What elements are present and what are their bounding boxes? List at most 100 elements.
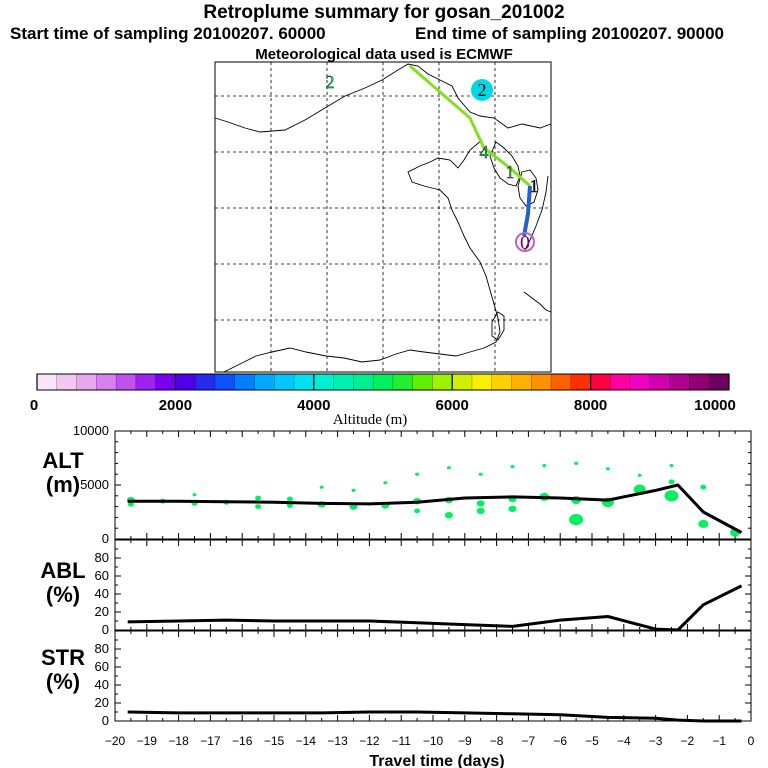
x-tick-label: −17 xyxy=(200,734,221,748)
colorbar-swatch xyxy=(155,374,176,390)
scatter-point xyxy=(478,472,483,476)
x-tick-label: −15 xyxy=(264,734,285,748)
map-gridlines xyxy=(215,62,551,372)
scatter-point xyxy=(508,505,517,512)
met-data-line: Meteorological data used is ECMWF xyxy=(255,46,513,63)
scatter-point xyxy=(476,500,485,507)
x-tick-label: −16 xyxy=(232,734,253,748)
colorbar-swatch xyxy=(412,374,433,390)
map-marker-label: 2 xyxy=(478,80,487,100)
y-tick-label: 10000 xyxy=(73,423,109,438)
y-tick-label: 0 xyxy=(102,713,109,728)
colorbar-swatch xyxy=(214,374,236,390)
colorbar-swatch xyxy=(610,374,631,390)
x-tick-label: −4 xyxy=(617,734,631,748)
colorbar-swatch xyxy=(135,374,157,390)
scatter-point xyxy=(664,490,679,502)
y-tick-label: 20 xyxy=(95,695,109,710)
y-tick-label: 5000 xyxy=(80,477,109,492)
colorbar-swatch xyxy=(116,374,137,390)
y-axis-label: ABL xyxy=(40,558,85,583)
scatter-point xyxy=(414,508,421,514)
series-line-str xyxy=(127,710,742,723)
scatter-point xyxy=(415,472,420,476)
x-tick-label: −10 xyxy=(423,734,444,748)
y-tick-label: 20 xyxy=(95,604,109,619)
scatter-point xyxy=(698,519,709,528)
plume-track xyxy=(409,64,532,237)
y-tick-label: 60 xyxy=(95,659,109,674)
page-title: Retroplume summary for gosan_201002 xyxy=(203,2,565,23)
series-line-alt xyxy=(127,483,743,534)
y-axis-label: (%) xyxy=(46,582,80,607)
y-axis-label: (%) xyxy=(46,669,80,694)
northwest-track-segment xyxy=(409,64,532,188)
x-tick-label: −2 xyxy=(681,734,695,748)
map-coastlines xyxy=(214,63,552,373)
scatter-point xyxy=(510,465,515,469)
scatter-point xyxy=(542,464,547,468)
scatter-point xyxy=(127,502,134,507)
scatter-point xyxy=(605,467,610,471)
map-marker-label: 1 xyxy=(530,176,539,196)
x-tick-label: −8 xyxy=(490,734,504,748)
scatter-point xyxy=(446,466,451,470)
colorbar-swatch xyxy=(254,374,275,390)
colorbar-swatch xyxy=(96,374,117,390)
x-tick-label: −20 xyxy=(105,734,126,748)
panel-str: 80 60 40 20 0 STR(%) xyxy=(41,630,752,728)
scatter-point xyxy=(192,493,197,497)
colorbar-swatch xyxy=(37,374,58,390)
scatter-point xyxy=(255,504,262,509)
y-tick-label: 40 xyxy=(95,586,109,601)
colorbar-tick-label: 8000 xyxy=(574,397,607,414)
scatter-point xyxy=(569,514,584,526)
colorbar-swatch xyxy=(709,374,730,390)
scatter-point xyxy=(476,507,485,515)
panel-frame xyxy=(114,630,752,722)
colorbar-swatch xyxy=(392,374,414,390)
colorbar-swatch xyxy=(630,374,651,390)
x-tick-label: −1 xyxy=(712,734,726,748)
map-marker-label: 0 xyxy=(520,232,530,254)
colorbar-label: Altitude (m) xyxy=(333,412,408,428)
x-tick-label: −12 xyxy=(359,734,380,748)
map-frame xyxy=(214,61,552,373)
scatter-point xyxy=(286,496,293,502)
x-tick-label: −9 xyxy=(458,734,472,748)
x-axis-label: Travel time (days) xyxy=(369,753,504,768)
map-marker-label: 4 xyxy=(480,142,489,162)
colorbar-swatch xyxy=(195,374,216,390)
x-tick-label: 0 xyxy=(748,734,755,748)
map-marker-label: 1 xyxy=(506,162,515,182)
x-tick-label: −19 xyxy=(137,734,158,748)
map-marker-label: 2 xyxy=(326,72,335,92)
colorbar-swatch xyxy=(551,374,572,390)
y-axis-label: ALT xyxy=(42,448,84,473)
y-tick-label: 40 xyxy=(95,677,109,692)
colorbar-swatch xyxy=(511,374,532,390)
x-tick-label: −13 xyxy=(327,734,348,748)
y-axis-label: STR xyxy=(41,645,85,670)
colorbar-swatch xyxy=(452,374,473,390)
scatter-point xyxy=(668,479,675,485)
x-tick-label: −3 xyxy=(649,734,663,748)
series-line-abl xyxy=(127,584,743,632)
colorbar-swatch xyxy=(294,374,315,390)
south-track-segment xyxy=(522,185,532,237)
colorbar-swatch xyxy=(432,374,453,390)
x-tick-label: −14 xyxy=(296,734,317,748)
colorbar-swatch xyxy=(471,374,493,390)
colorbar-swatch xyxy=(531,374,552,390)
colorbar-swatch xyxy=(56,374,77,390)
colorbar-tick-label: 6000 xyxy=(436,397,469,414)
y-axis-label: (m) xyxy=(46,472,80,497)
colorbar-swatch xyxy=(333,374,354,390)
y-tick-label: 0 xyxy=(102,622,109,637)
map-marker-circle xyxy=(471,79,493,101)
colorbar-tick-label: 0 xyxy=(30,397,38,414)
x-tick-label: −5 xyxy=(585,734,599,748)
y-tick-label: 0 xyxy=(102,531,109,546)
